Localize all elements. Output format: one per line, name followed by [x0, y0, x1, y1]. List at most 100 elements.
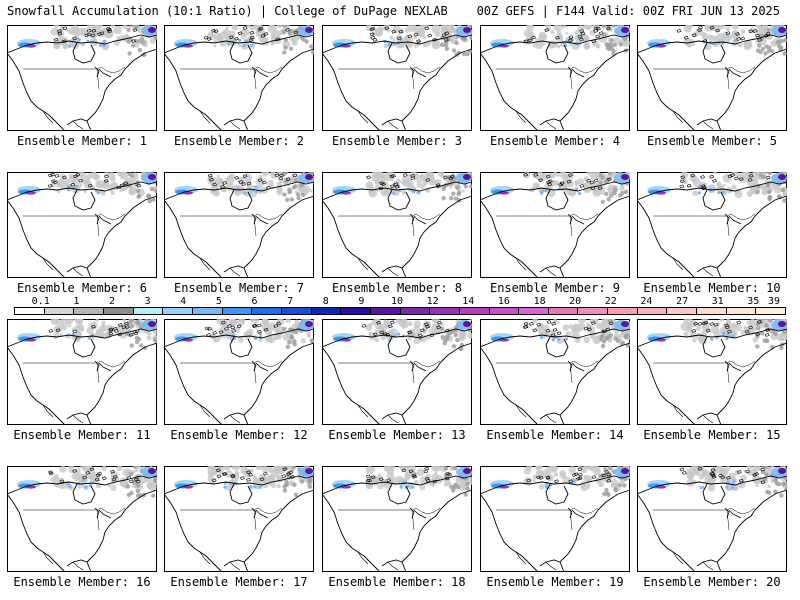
ensemble-member-panel: Ensemble Member: 14 — [480, 319, 630, 443]
legend-label: 5 — [215, 296, 222, 307]
legend-swatch — [400, 308, 431, 314]
legend-swatch — [459, 308, 490, 314]
legend-swatch — [608, 308, 638, 314]
ensemble-member-label: Ensemble Member: 10 — [643, 281, 781, 295]
snowfall-map — [322, 25, 472, 131]
ensemble-member-panel: Ensemble Member: 12 — [164, 319, 314, 443]
ensemble-member-panel: Ensemble Member: 15 — [637, 319, 787, 443]
legend-label: 14 — [462, 296, 475, 307]
title-left: Snowfall Accumulation (10:1 Ratio) | Col… — [7, 4, 448, 18]
legend-swatch — [637, 308, 668, 314]
legend-label: 22 — [604, 296, 617, 307]
snowfall-map — [480, 172, 630, 278]
legend-swatch — [222, 308, 253, 314]
ensemble-member-panel: Ensemble Member: 4 — [480, 25, 630, 149]
ensemble-member-label: Ensemble Member: 5 — [646, 134, 778, 148]
legend-swatch — [44, 308, 75, 314]
legend-label: 8 — [322, 296, 329, 307]
legend-label: 10 — [390, 296, 404, 307]
legend-swatch — [726, 308, 757, 314]
legend-label: 20 — [569, 296, 582, 307]
legend-color-bar — [14, 307, 786, 315]
snowfall-map — [480, 25, 630, 131]
legend-label: 27 — [676, 296, 689, 307]
legend-label: 35 — [747, 296, 760, 307]
snowfall-map — [637, 172, 787, 278]
legend-swatch — [252, 308, 282, 314]
snowfall-map — [7, 319, 157, 425]
legend-swatch — [430, 308, 460, 314]
legend-label: 3 — [144, 296, 151, 307]
ensemble-member-panel: Ensemble Member: 3 — [322, 25, 472, 149]
legend-swatch — [697, 308, 727, 314]
snowfall-map — [164, 319, 314, 425]
ensemble-member-label: Ensemble Member: 6 — [16, 281, 148, 295]
snowfall-map — [322, 319, 472, 425]
legend-swatch — [311, 308, 342, 314]
ensemble-member-label: Ensemble Member: 15 — [643, 428, 781, 442]
ensemble-member-panel: Ensemble Member: 2 — [164, 25, 314, 149]
ensemble-member-label: Ensemble Member: 11 — [13, 428, 151, 442]
snowfall-map — [637, 466, 787, 572]
legend-swatch — [667, 308, 698, 314]
ensemble-member-label: Ensemble Member: 16 — [13, 575, 151, 589]
ensemble-member-label: Ensemble Member: 7 — [173, 281, 305, 295]
snowfall-map — [164, 25, 314, 131]
snowfall-map — [637, 319, 787, 425]
legend-swatch — [74, 308, 104, 314]
ensemble-member-panel: Ensemble Member: 1 — [7, 25, 157, 149]
ensemble-member-panel: Ensemble Member: 7 — [164, 172, 314, 296]
ensemble-member-label: Ensemble Member: 4 — [489, 134, 621, 148]
legend-label: 7 — [287, 296, 294, 307]
ensemble-member-panel: Ensemble Member: 11 — [7, 319, 157, 443]
legend-label: 16 — [497, 296, 510, 307]
ensemble-member-label: Ensemble Member: 19 — [486, 575, 624, 589]
legend-swatch — [548, 308, 579, 314]
ensemble-member-label: Ensemble Member: 2 — [173, 134, 305, 148]
snowfall-map — [480, 319, 630, 425]
snowfall-map — [164, 466, 314, 572]
legend-labels: 0.1 1 2 3 4 5 6 7 8 9 10 12 14 16 18 20 22 24 27 31 35 39 — [14, 296, 786, 307]
snowfall-map — [480, 466, 630, 572]
legend-label: 31 — [711, 296, 724, 307]
ensemble-member-panel: Ensemble Member: 16 — [7, 466, 157, 590]
snowfall-map — [7, 172, 157, 278]
legend-label: 4 — [180, 296, 187, 307]
legend-swatch — [756, 308, 786, 314]
legend-swatch — [489, 308, 520, 314]
ensemble-member-panel: Ensemble Member: 19 — [480, 466, 630, 590]
ensemble-member-label: Ensemble Member: 12 — [170, 428, 308, 442]
title-right: 00Z GEFS | F144 Valid: 00Z FRI JUN 13 20… — [476, 4, 780, 18]
snowfall-map — [322, 172, 472, 278]
ensemble-member-label: Ensemble Member: 14 — [486, 428, 624, 442]
legend-swatch — [578, 308, 609, 314]
ensemble-member-label: Ensemble Member: 13 — [328, 428, 466, 442]
ensemble-member-panel: Ensemble Member: 6 — [7, 172, 157, 296]
ensemble-member-label: Ensemble Member: 1 — [16, 134, 148, 148]
legend-label: 0.1 — [31, 296, 50, 307]
ensemble-member-panel: Ensemble Member: 9 — [480, 172, 630, 296]
snowfall-legend: 0.1 1 2 3 4 5 6 7 8 9 10 12 14 16 18 20 22 24 27 31 35 39 — [14, 296, 786, 318]
ensemble-member-panel: Ensemble Member: 20 — [637, 466, 787, 590]
ensemble-member-label: Ensemble Member: 9 — [489, 281, 621, 295]
legend-swatch — [281, 308, 312, 314]
legend-swatch — [103, 308, 134, 314]
legend-swatch — [133, 308, 164, 314]
ensemble-member-label: Ensemble Member: 18 — [328, 575, 466, 589]
legend-swatch — [163, 308, 193, 314]
ensemble-member-panel: Ensemble Member: 8 — [322, 172, 472, 296]
snowfall-map — [322, 466, 472, 572]
snowfall-map — [7, 466, 157, 572]
legend-swatch — [192, 308, 223, 314]
legend-label: 6 — [251, 296, 258, 307]
ensemble-member-panel: Ensemble Member: 13 — [322, 319, 472, 443]
legend-swatch — [341, 308, 371, 314]
ensemble-member-label: Ensemble Member: 8 — [331, 281, 463, 295]
ensemble-member-label: Ensemble Member: 3 — [331, 134, 463, 148]
legend-label: 18 — [533, 296, 546, 307]
legend-label: 1 — [73, 296, 80, 307]
ensemble-member-panel: Ensemble Member: 5 — [637, 25, 787, 149]
ensemble-member-panel: Ensemble Member: 10 — [637, 172, 787, 296]
ensemble-member-label: Ensemble Member: 17 — [170, 575, 308, 589]
legend-label: 39 — [767, 296, 781, 307]
